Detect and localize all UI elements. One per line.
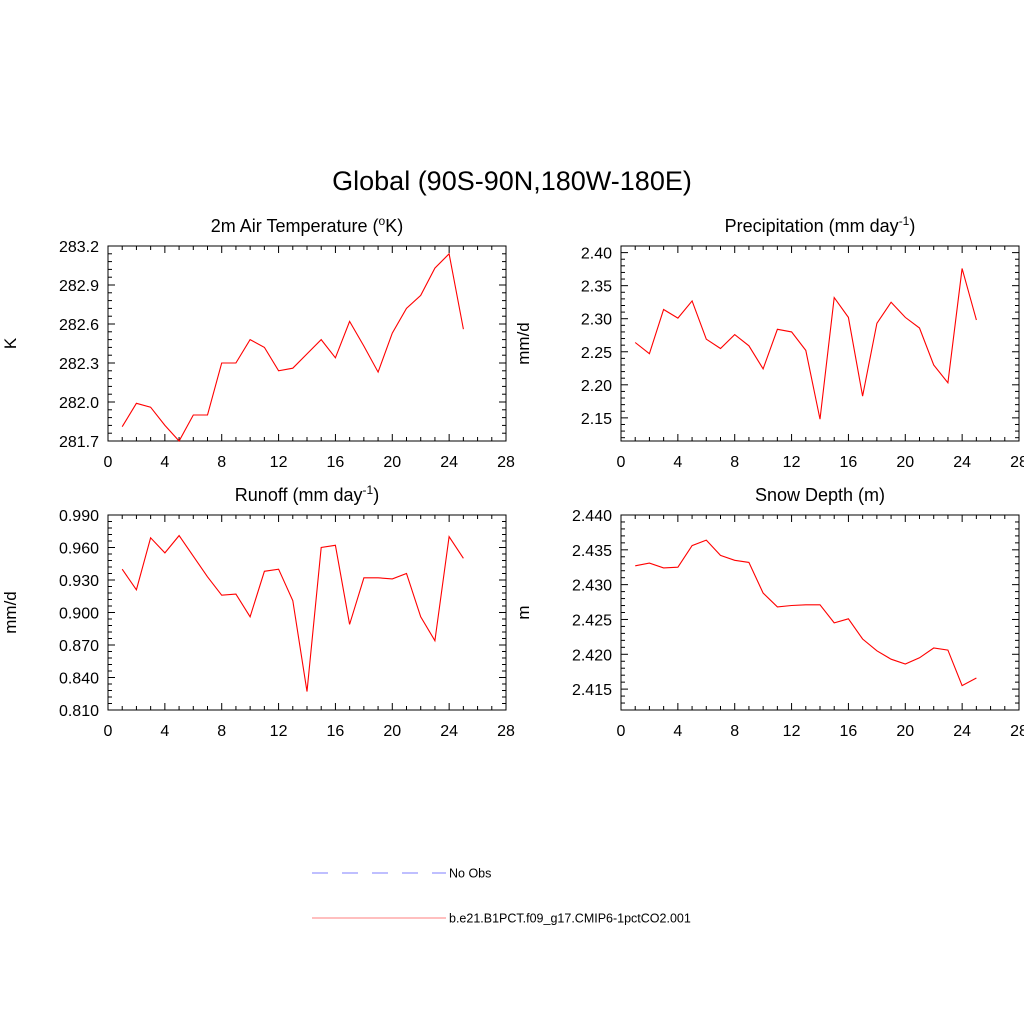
snow-depth-xtick-label: 24 xyxy=(953,723,971,740)
precipitation-ytick-label: 2.30 xyxy=(581,312,612,329)
snow-depth-xtick-label: 20 xyxy=(896,723,914,740)
precipitation-ytick-label: 2.20 xyxy=(581,378,612,395)
runoff-xtick-label: 4 xyxy=(160,723,169,740)
runoff-ytick-label: 0.900 xyxy=(59,606,99,623)
snow-depth-xtick-label: 28 xyxy=(1010,723,1024,740)
air-temperature-title-main: 2m Air Temperature ( xyxy=(211,216,379,236)
legend: No Obs b.e21.B1PCT.f09_g17.CMIP6-1pctCO2… xyxy=(312,867,691,926)
panel-precipitation: 0 4 8 12 16 20 24 28 2.15 2.20 2.25 2.30 2.35 2.40 mm/… xyxy=(514,214,1024,471)
precipitation-series-line xyxy=(634,268,977,420)
snow-depth-xtick-label: 4 xyxy=(673,723,682,740)
precipitation-xtick-label: 0 xyxy=(617,454,626,471)
runoff-ytick-label: 0.930 xyxy=(59,573,99,590)
air-temperature-title-end: K) xyxy=(385,216,403,236)
panel-runoff: 0 4 8 12 16 20 24 28 0.810 0.840 0.870 0.900 0.930 0.… xyxy=(1,483,515,740)
air-temperature-ytick-label: 282.6 xyxy=(59,317,99,334)
panel-snow-depth: 0 4 8 12 16 20 24 28 2.415 2.420 2.425 2.430 2.435 2.… xyxy=(514,485,1024,740)
precipitation-title-main: Precipitation (mm day xyxy=(725,216,899,236)
air-temperature-series-line xyxy=(121,252,464,442)
snow-depth-ytick-label: 2.430 xyxy=(572,578,612,595)
runoff-title-end: ) xyxy=(373,485,379,505)
precipitation-title-end: ) xyxy=(909,216,915,236)
page-title: Global (90S-90N,180W-180E) xyxy=(332,166,692,196)
precipitation-xtick-label: 12 xyxy=(783,454,801,471)
precipitation-ytick-label: 2.40 xyxy=(581,246,612,263)
snow-depth-xtick-label: 8 xyxy=(730,723,739,740)
precipitation-xtick-label: 28 xyxy=(1010,454,1024,471)
snow-depth-title: Snow Depth (m) xyxy=(755,485,885,505)
legend-label-model: b.e21.B1PCT.f09_g17.CMIP6-1pctCO2.001 xyxy=(449,912,691,926)
air-temperature-ytick-label: 282.3 xyxy=(59,356,99,373)
precipitation-xtick-label: 8 xyxy=(730,454,739,471)
precipitation-ytick-label: 2.25 xyxy=(581,345,612,362)
air-temperature-xtick-label: 0 xyxy=(104,454,113,471)
air-temperature-title-sup: o xyxy=(379,214,386,228)
runoff-xtick-label: 12 xyxy=(270,723,288,740)
runoff-xtick-label: 24 xyxy=(440,723,458,740)
precipitation-ytick-label: 2.15 xyxy=(581,411,612,428)
runoff-ytick-label: 0.810 xyxy=(59,703,99,720)
precipitation-xtick-label: 4 xyxy=(673,454,682,471)
snow-depth-xtick-label: 0 xyxy=(617,723,626,740)
runoff-title-main: Runoff (mm day xyxy=(235,485,363,505)
snow-depth-ytick-label: 2.435 xyxy=(572,543,612,560)
runoff-xtick-label: 8 xyxy=(217,723,226,740)
air-temperature-ylabel: K xyxy=(1,337,20,349)
air-temperature-xtick-label: 4 xyxy=(160,454,169,471)
runoff-ytick-label: 0.990 xyxy=(59,508,99,525)
air-temperature-xtick-label: 12 xyxy=(270,454,288,471)
air-temperature-title: 2m Air Temperature (oK) xyxy=(211,214,403,236)
legend-label-no-obs: No Obs xyxy=(449,867,491,881)
runoff-xtick-label: 28 xyxy=(497,723,515,740)
snow-depth-title-main: Snow Depth (m) xyxy=(755,485,885,505)
panel-air-temperature: 0 4 8 12 16 20 24 28 281.7 282.0 282.3 282.6 282.9 28… xyxy=(1,214,515,471)
runoff-ytick-label: 0.840 xyxy=(59,671,99,688)
snow-depth-series-line xyxy=(635,539,977,687)
air-temperature-ytick-label: 282.9 xyxy=(59,278,99,295)
runoff-title: Runoff (mm day-1) xyxy=(235,483,379,505)
precipitation-ytick-label: 2.35 xyxy=(581,279,612,296)
air-temperature-xtick-label: 24 xyxy=(440,454,458,471)
air-temperature-xtick-label: 8 xyxy=(217,454,226,471)
snow-depth-ytick-label: 2.420 xyxy=(572,647,612,664)
precipitation-ylabel: mm/d xyxy=(514,322,533,365)
air-temperature-ytick-label: 283.2 xyxy=(59,239,99,256)
air-temperature-ytick-label: 281.7 xyxy=(59,434,99,451)
runoff-ytick-label: 0.870 xyxy=(59,638,99,655)
precipitation-xtick-label: 24 xyxy=(953,454,971,471)
snow-depth-ytick-label: 2.415 xyxy=(572,682,612,699)
air-temperature-xtick-label: 28 xyxy=(497,454,515,471)
precipitation-xtick-label: 20 xyxy=(896,454,914,471)
runoff-series-line xyxy=(121,534,464,692)
runoff-ylabel: mm/d xyxy=(1,591,20,634)
air-temperature-xtick-label: 16 xyxy=(327,454,345,471)
runoff-title-sup: -1 xyxy=(363,483,374,497)
snow-depth-ylabel: m xyxy=(514,605,533,619)
runoff-ytick-label: 0.960 xyxy=(59,541,99,558)
precipitation-xtick-label: 16 xyxy=(840,454,858,471)
snow-depth-ytick-label: 2.440 xyxy=(572,508,612,525)
runoff-xtick-label: 16 xyxy=(327,723,345,740)
precipitation-title: Precipitation (mm day-1) xyxy=(725,214,916,236)
snow-depth-ytick-label: 2.425 xyxy=(572,612,612,629)
precipitation-title-sup: -1 xyxy=(899,214,910,228)
snow-depth-xtick-label: 16 xyxy=(840,723,858,740)
air-temperature-ytick-label: 282.0 xyxy=(59,395,99,412)
air-temperature-xtick-label: 20 xyxy=(383,454,401,471)
runoff-xtick-label: 20 xyxy=(383,723,401,740)
runoff-xtick-label: 0 xyxy=(104,723,113,740)
snow-depth-xtick-label: 12 xyxy=(783,723,801,740)
